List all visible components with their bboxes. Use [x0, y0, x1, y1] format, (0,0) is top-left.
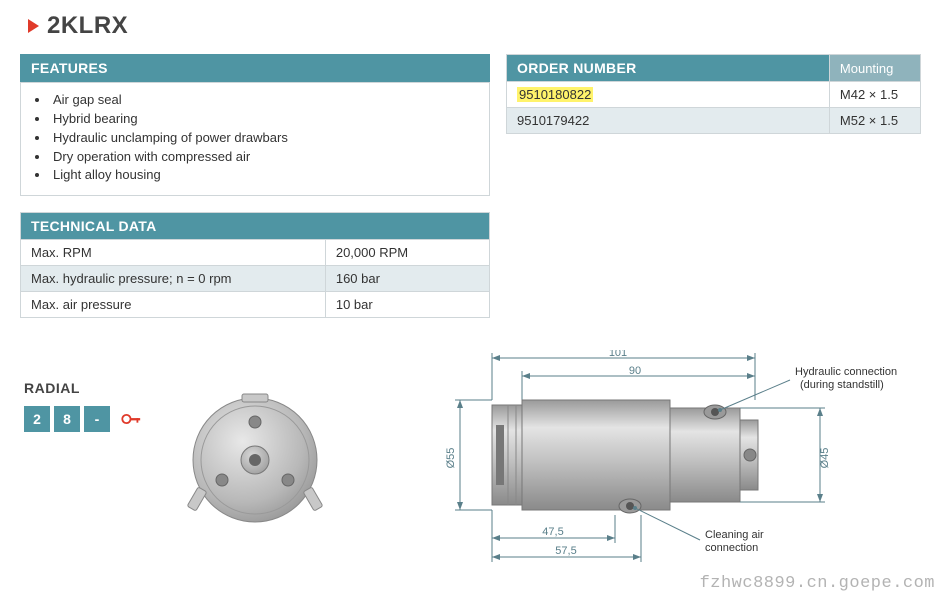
technical-data-table: TECHNICAL DATA Max. RPM 20,000 RPM Max. … [20, 212, 490, 318]
feature-item: Dry operation with compressed air [35, 148, 479, 167]
tech-label: Max. air pressure [21, 292, 326, 318]
radial-label: RADIAL [24, 380, 142, 396]
highlighted-order: 9510180822 [517, 87, 593, 102]
table-row: Max. RPM 20,000 RPM [21, 240, 490, 266]
dim-dia-small: Ø45 [819, 448, 831, 469]
tech-label: Max. RPM [21, 240, 326, 266]
dim-sub: 57,5 [555, 545, 576, 557]
feature-item: Hybrid bearing [35, 110, 479, 129]
radial-code-box: - [84, 406, 110, 432]
table-row: 9510179422 M52 × 1.5 [507, 108, 921, 134]
order-number: 9510179422 [507, 108, 830, 134]
technical-drawing: RADIAL 2 8 - [20, 350, 920, 580]
table-row: Max. air pressure 10 bar [21, 292, 490, 318]
order-header: ORDER NUMBER [507, 55, 830, 82]
order-number-table: ORDER NUMBER Mounting 9510180822 M42 × 1… [506, 54, 921, 134]
front-view-drawing [180, 380, 330, 540]
callout-air: Cleaning air [705, 529, 764, 541]
order-mounting: M52 × 1.5 [829, 108, 920, 134]
feature-item: Air gap seal [35, 91, 479, 110]
radial-codes: 2 8 - [24, 406, 142, 432]
features-box: Air gap seal Hybrid bearing Hydraulic un… [20, 82, 490, 196]
watermark: fzhwc8899.cn.goepe.com [700, 574, 935, 593]
tech-value: 160 bar [325, 266, 489, 292]
tech-label: Max. hydraulic pressure; n = 0 rpm [21, 266, 326, 292]
dim-dia-big: Ø55 [445, 448, 457, 469]
title-row: 2KLRX [28, 12, 921, 40]
callout-air-2: connection [705, 542, 758, 554]
feature-item: Hydraulic unclamping of power drawbars [35, 129, 479, 148]
technical-header: TECHNICAL DATA [21, 213, 490, 240]
product-title: 2KLRX [47, 12, 128, 40]
dim-overall: 101 [609, 350, 627, 359]
table-row: Max. hydraulic pressure; n = 0 rpm 160 b… [21, 266, 490, 292]
key-icon [120, 408, 142, 430]
radial-code-box: 2 [24, 406, 50, 432]
tech-value: 10 bar [325, 292, 489, 318]
tech-value: 20,000 RPM [325, 240, 489, 266]
features-header: FEATURES [20, 54, 490, 82]
radial-code-box: 8 [54, 406, 80, 432]
title-triangle-icon [28, 19, 39, 33]
feature-item: Light alloy housing [35, 166, 479, 185]
order-number: 9510180822 [507, 82, 830, 108]
callout-hydraulic: Hydraulic connection [795, 366, 897, 378]
dim-flange: 47,5 [542, 526, 563, 538]
order-mounting: M42 × 1.5 [829, 82, 920, 108]
callout-hydraulic-2: (during standstill) [800, 379, 884, 391]
side-view-drawing: 101 90 Ø55 Ø45 [420, 350, 930, 580]
dim-body: 90 [629, 365, 641, 377]
table-row: 9510180822 M42 × 1.5 [507, 82, 921, 108]
mounting-header: Mounting [829, 55, 920, 82]
